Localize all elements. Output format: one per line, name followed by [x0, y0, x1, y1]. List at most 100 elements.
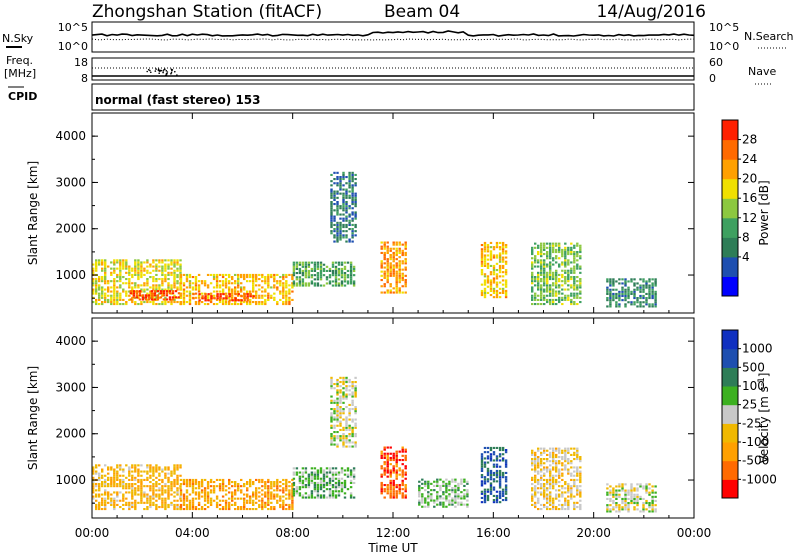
heatmap-cell	[164, 491, 167, 494]
heatmap-cell	[101, 497, 104, 500]
heatmap-cell	[561, 269, 564, 272]
heatmap-cell	[351, 213, 354, 216]
heatmap-cell	[137, 271, 140, 274]
heatmap-cell	[606, 493, 609, 496]
heatmap-cell	[234, 303, 237, 306]
heatmap-cell	[386, 492, 389, 495]
heatmap-cell	[352, 282, 356, 285]
heatmap-cell	[273, 292, 276, 295]
heatmap-cell	[531, 451, 534, 454]
heatmap-cell	[576, 267, 579, 270]
heatmap-cell	[218, 290, 222, 293]
heatmap-cell	[243, 276, 246, 279]
heatmap-cell	[279, 485, 282, 488]
heatmap-cell	[636, 489, 639, 492]
heatmap-cell	[342, 178, 345, 181]
heatmap-cell	[534, 470, 537, 473]
heatmap-cell	[342, 219, 345, 222]
heatmap-cell	[110, 466, 113, 469]
heatmap-cell	[128, 501, 131, 504]
heatmap-cell	[633, 506, 636, 509]
heatmap-cell	[164, 508, 167, 511]
heatmap-cell	[152, 298, 155, 301]
heatmap-cell	[639, 297, 642, 300]
heatmap-cell	[624, 491, 627, 494]
heatmap-cell	[282, 501, 285, 504]
heatmap-cell	[624, 294, 627, 297]
heatmap-cell	[146, 271, 149, 274]
heatmap-cell	[110, 497, 113, 500]
heatmap-cell	[197, 508, 201, 511]
heatmap-cell	[498, 254, 502, 257]
heatmap-cell	[95, 485, 98, 488]
heatmap-cell	[636, 504, 639, 507]
heatmap-cell	[113, 269, 116, 272]
heatmap-cell	[104, 301, 107, 304]
heatmap-cell	[354, 393, 357, 396]
heatmap-cell	[609, 294, 612, 297]
heatmap-cell	[534, 265, 537, 268]
heatmap-cell	[558, 251, 561, 254]
heatmap-cell	[209, 499, 213, 502]
heatmap-cell	[92, 497, 95, 500]
heatmap-cell	[182, 508, 186, 511]
heatmap-cell	[295, 267, 299, 270]
heatmap-cell	[334, 477, 338, 480]
heatmap-cell	[612, 506, 615, 509]
x-tick-label: 08:00	[275, 526, 310, 540]
heatmap-cell	[636, 502, 639, 505]
heatmap-cell	[398, 264, 401, 267]
heatmap-cell	[155, 481, 158, 484]
heatmap-cell	[654, 303, 657, 306]
heatmap-cell	[651, 288, 654, 291]
heatmap-cell	[170, 261, 173, 264]
heatmap-cell	[188, 284, 192, 287]
heatmap-cell	[101, 508, 104, 511]
heatmap-cell	[252, 481, 255, 484]
heatmap-cell	[445, 487, 448, 490]
heatmap-cell	[307, 496, 311, 499]
heatmap-cell	[457, 482, 460, 485]
heatmap-cell	[92, 301, 95, 304]
heatmap-cell	[395, 471, 398, 474]
heatmap-cell	[113, 282, 116, 285]
heatmap-cell	[630, 292, 633, 295]
heatmap-cell	[285, 489, 288, 492]
heatmap-cell	[579, 244, 582, 247]
heatmap-cell	[480, 476, 484, 479]
heatmap-cell	[348, 194, 351, 197]
heatmap-cell	[200, 292, 204, 295]
heatmap-cell	[609, 292, 612, 295]
heatmap-cell	[152, 296, 155, 299]
heatmap-cell	[351, 445, 354, 448]
heatmap-cell	[648, 297, 651, 300]
heatmap-cell	[197, 284, 201, 287]
heatmap-cell	[395, 475, 398, 478]
heatmap-cell	[101, 290, 104, 293]
heatmap-cell	[153, 294, 157, 297]
heatmap-cell	[330, 387, 333, 390]
heatmap-cell	[561, 451, 564, 454]
heatmap-cell	[228, 487, 231, 490]
heatmap-cell	[188, 296, 192, 299]
heatmap-cell	[531, 271, 534, 274]
heatmap-cell	[573, 495, 576, 498]
heatmap-cell	[543, 253, 546, 256]
heatmap-cell	[319, 467, 323, 470]
heatmap-cell	[558, 244, 561, 247]
time-x-axis: 00:00 04:00 08:00 12:00 16:00 20:00 00:00	[75, 113, 711, 540]
heatmap-cell	[570, 487, 573, 490]
heatmap-cell	[98, 288, 101, 291]
heatmap-cell	[122, 470, 125, 473]
heatmap-cell	[179, 497, 182, 500]
heatmap-cell	[489, 486, 493, 489]
heatmap-cell	[573, 271, 576, 274]
heatmap-cell	[240, 506, 243, 509]
heatmap-cell	[176, 474, 179, 477]
heatmap-cell	[555, 282, 558, 285]
heatmap-cell	[342, 393, 345, 396]
heatmap-cell	[125, 290, 128, 293]
heatmap-cell	[137, 259, 140, 262]
heatmap-cell	[492, 459, 496, 462]
heatmap-cell	[228, 503, 231, 506]
